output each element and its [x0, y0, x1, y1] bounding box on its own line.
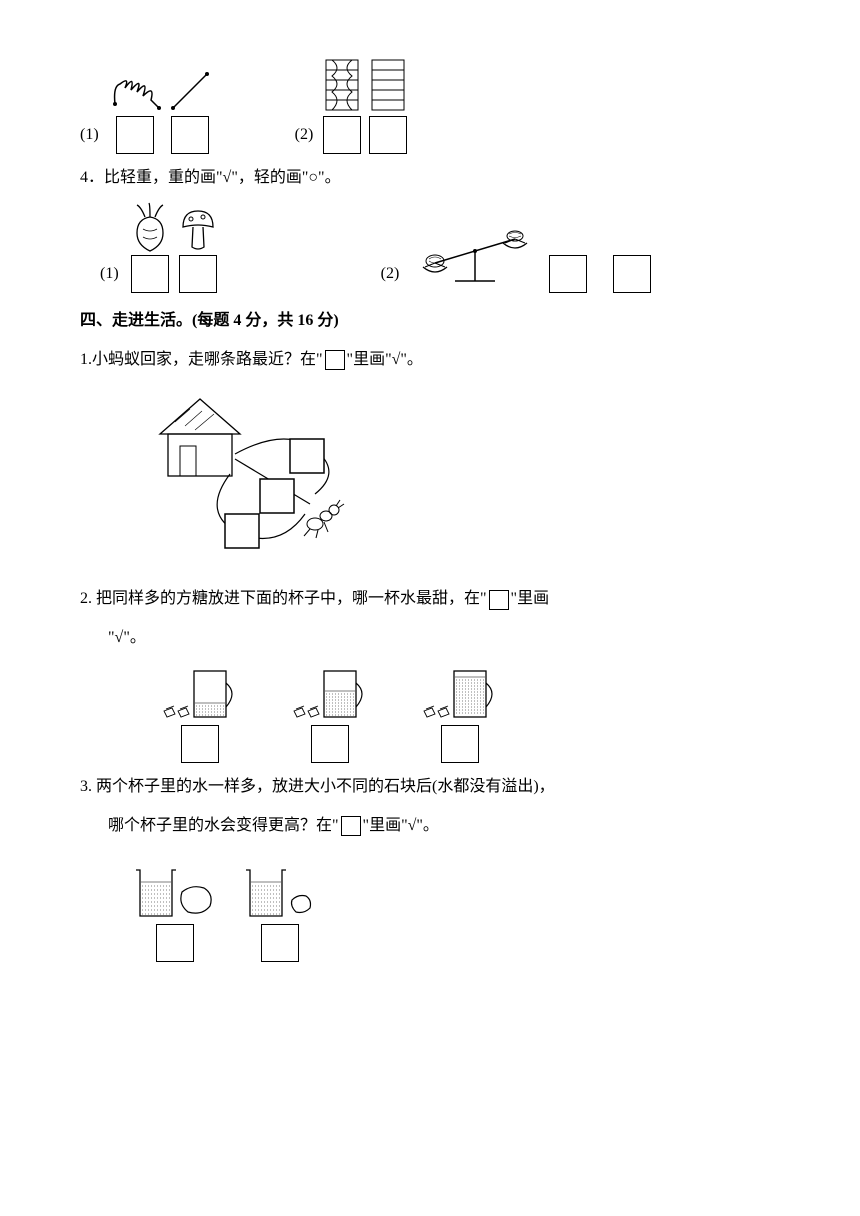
- beaker-small-rock-icon: [240, 864, 320, 924]
- balance-scale-icon: [405, 221, 545, 291]
- s4q3-box1[interactable]: [156, 924, 194, 962]
- q4-figures: (1) (2): [80, 199, 780, 293]
- q4-sub1-fig2: [175, 199, 221, 293]
- s4q2-box2[interactable]: [311, 725, 349, 763]
- q3-sub1-fig1: [105, 66, 165, 154]
- s4q3-figures: [130, 864, 780, 962]
- q3-figures: (1) (2): [80, 56, 780, 154]
- mushroom-icon: [175, 199, 221, 255]
- s4q2-box3[interactable]: [441, 725, 479, 763]
- s4q2-text: 2. 把同样多的方糖放进下面的杯子中，哪一杯水最甜，在" "里画: [80, 585, 780, 614]
- s4q1-text: 1.小蚂蚁回家，走哪条路最近？在" "里画"√"。: [80, 346, 780, 375]
- q3-sub2-label: (2): [295, 121, 314, 150]
- s4q2-before: 2. 把同样多的方糖放进下面的杯子中，哪一杯水最甜，在": [80, 590, 487, 607]
- q3-sub1-label: (1): [80, 121, 99, 150]
- q4-title: 4．比轻重，重的画"√"，轻的画"○"。: [80, 164, 780, 193]
- s4q2-cup3: [420, 663, 500, 763]
- s4q3-line1: 3. 两个杯子里的水一样多，放进大小不同的石块后(水都没有溢出)，: [80, 773, 780, 802]
- q4-sub2-box2[interactable]: [613, 255, 651, 293]
- s4q3-beaker1: [130, 864, 220, 962]
- s4q2-cup1: [160, 663, 240, 763]
- s4q2-cup2: [290, 663, 370, 763]
- q4-sub1-box1[interactable]: [131, 255, 169, 293]
- s4q3-line2-after: "里画"√"。: [363, 817, 439, 834]
- q3-sub2-box2[interactable]: [369, 116, 407, 154]
- s4q2-line2: "√"。: [80, 624, 780, 653]
- ribbon-stack-icon: [320, 56, 364, 116]
- cup-high-icon: [420, 663, 500, 725]
- s4q1-after: "里画"√"。: [347, 351, 423, 368]
- s4q3-line2: 哪个杯子里的水会变得更高？在" "里画"√"。: [80, 812, 780, 841]
- s4q1-inline-box: [325, 350, 345, 370]
- s4q3-box2[interactable]: [261, 924, 299, 962]
- q4-sub1-box2[interactable]: [179, 255, 217, 293]
- s4q3-line2-before: 哪个杯子里的水会变得更高？在": [108, 817, 339, 834]
- s4q2-after: "里画: [511, 590, 550, 607]
- s4q3-inline-box: [341, 816, 361, 836]
- q4-sub1-fig1: [125, 199, 175, 293]
- q4-sub1-label: (1): [100, 260, 119, 289]
- cup-low-icon: [160, 663, 240, 725]
- q3-sub1-box1[interactable]: [116, 116, 154, 154]
- q3-sub2-fig1: [319, 56, 365, 154]
- q4-sub2-label: (2): [381, 260, 400, 289]
- q3-sub2-box1[interactable]: [323, 116, 361, 154]
- q3-sub1-fig2: [165, 66, 215, 154]
- cup-mid-icon: [290, 663, 370, 725]
- box-stack-icon: [366, 56, 410, 116]
- s4q1-figure: [140, 384, 780, 575]
- beaker-big-rock-icon: [130, 864, 220, 924]
- q4-sub2-box1[interactable]: [549, 255, 587, 293]
- s4q2-box1[interactable]: [181, 725, 219, 763]
- ant-home-icon: [140, 384, 380, 564]
- s4q3-beaker2: [240, 864, 320, 962]
- s4q2-figures: [160, 663, 780, 763]
- s4q2-inline-box: [489, 590, 509, 610]
- q3-sub1-box2[interactable]: [171, 116, 209, 154]
- turnip-icon: [125, 199, 175, 255]
- curly-line-icon: [105, 66, 165, 116]
- q3-sub2-fig2: [365, 56, 411, 154]
- straight-line-icon: [165, 66, 215, 116]
- section4-title: 四、走进生活。(每题 4 分，共 16 分): [80, 307, 780, 336]
- s4q1-before: 1.小蚂蚁回家，走哪条路最近？在": [80, 351, 323, 368]
